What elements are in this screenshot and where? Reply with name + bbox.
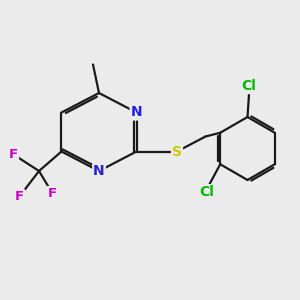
- Text: F: F: [48, 187, 57, 200]
- Text: F: F: [15, 190, 24, 203]
- Text: N: N: [131, 106, 142, 119]
- Text: N: N: [93, 164, 105, 178]
- Text: Cl: Cl: [242, 79, 256, 93]
- Text: F: F: [9, 148, 18, 161]
- Text: S: S: [172, 145, 182, 158]
- Text: Cl: Cl: [199, 185, 214, 199]
